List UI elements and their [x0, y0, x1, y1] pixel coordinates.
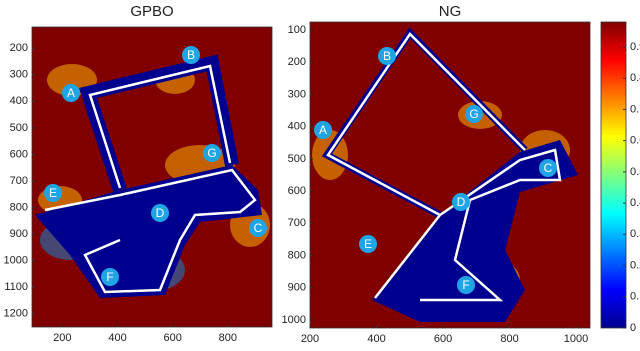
y-tick-label: 200 — [288, 56, 306, 68]
annotation: C — [254, 221, 263, 235]
colorbar-tick-label: 0.5 — [630, 166, 640, 178]
y-tick-label: 1100 — [4, 281, 28, 293]
annotation: F — [106, 270, 113, 284]
annotation: B — [187, 48, 195, 62]
annotation: E — [49, 186, 57, 200]
annotation: G — [207, 146, 216, 160]
colorbar — [601, 22, 626, 328]
annotation: F — [462, 278, 469, 292]
x-tick-label: 1000 — [564, 333, 588, 345]
y-tick-label: 700 — [288, 217, 306, 229]
x-tick-label: 800 — [219, 332, 237, 344]
x-tick-label: 800 — [500, 333, 518, 345]
annotation: D — [457, 195, 466, 209]
annotation-marker — [151, 204, 169, 222]
chart-title: NG — [439, 3, 462, 20]
x-tick-label: 200 — [53, 332, 71, 344]
colorbar-tick-label: 0.1 — [630, 291, 640, 303]
y-tick-label: 100 — [288, 24, 306, 36]
x-tick-label: 400 — [108, 332, 126, 344]
gpbo-map — [32, 27, 272, 327]
colorbar-tick-label: 0.7 — [630, 103, 640, 115]
annotation-marker — [249, 219, 267, 237]
y-tick-label: 300 — [10, 69, 28, 81]
x-tick-label: 200 — [301, 333, 319, 345]
y-tick-label: 1200 — [4, 308, 28, 320]
y-tick-label: 400 — [288, 121, 306, 133]
y-tick-label: 1000 — [4, 255, 28, 267]
y-tick-label: 500 — [10, 122, 28, 134]
annotation-marker — [314, 121, 332, 139]
y-tick-label: 1000 — [282, 314, 306, 326]
colorbar-tick-label: 0.9 — [630, 41, 640, 53]
y-tick-label: 600 — [288, 185, 306, 197]
annotation-marker — [359, 235, 377, 253]
annotation-marker — [539, 159, 557, 177]
y-tick-label: 500 — [288, 153, 306, 165]
annotations: A B C D E F G A B C D E F G — [44, 46, 557, 294]
annotation-marker — [182, 46, 200, 64]
annotation-marker — [452, 193, 470, 211]
y-tick-label: 700 — [10, 175, 28, 187]
annotation-marker — [457, 276, 475, 294]
annotation: D — [156, 206, 165, 220]
chart-title: GPBO — [130, 3, 173, 20]
annotation-marker — [62, 84, 80, 102]
annotation: G — [469, 107, 478, 121]
annotation-marker — [203, 144, 221, 162]
annotation: C — [544, 161, 553, 175]
y-tick-label: 900 — [288, 282, 306, 294]
annotation: A — [67, 86, 75, 100]
x-tick-label: 600 — [434, 333, 452, 345]
frames — [31, 21, 627, 329]
y-tick-label: 900 — [10, 228, 28, 240]
annotation: B — [383, 49, 391, 63]
annotation-marker — [101, 268, 119, 286]
y-tick-label: 800 — [288, 249, 306, 261]
y-tick-label: 600 — [10, 148, 28, 160]
colorbar-tick-label: 0.3 — [630, 228, 640, 240]
annotation: E — [364, 237, 372, 251]
annotation-marker — [465, 105, 483, 123]
y-tick-label: 400 — [10, 95, 28, 107]
annotation-marker — [378, 47, 396, 65]
colorbar-tick-label: 0 — [630, 322, 636, 334]
y-tick-label: 200 — [10, 42, 28, 54]
colorbar-tick-label: 0.2 — [630, 259, 640, 271]
x-tick-label: 400 — [367, 333, 385, 345]
y-tick-label: 300 — [288, 88, 306, 100]
y-tick-label: 800 — [10, 201, 28, 213]
x-tick-label: 600 — [164, 332, 182, 344]
colorbar-tick-label: 0.6 — [630, 135, 640, 147]
colorbar-tick-label: 0.8 — [630, 72, 640, 84]
annotation-marker — [44, 184, 62, 202]
annotation: A — [319, 123, 327, 137]
colorbar-tick-label: 0.4 — [630, 197, 640, 209]
